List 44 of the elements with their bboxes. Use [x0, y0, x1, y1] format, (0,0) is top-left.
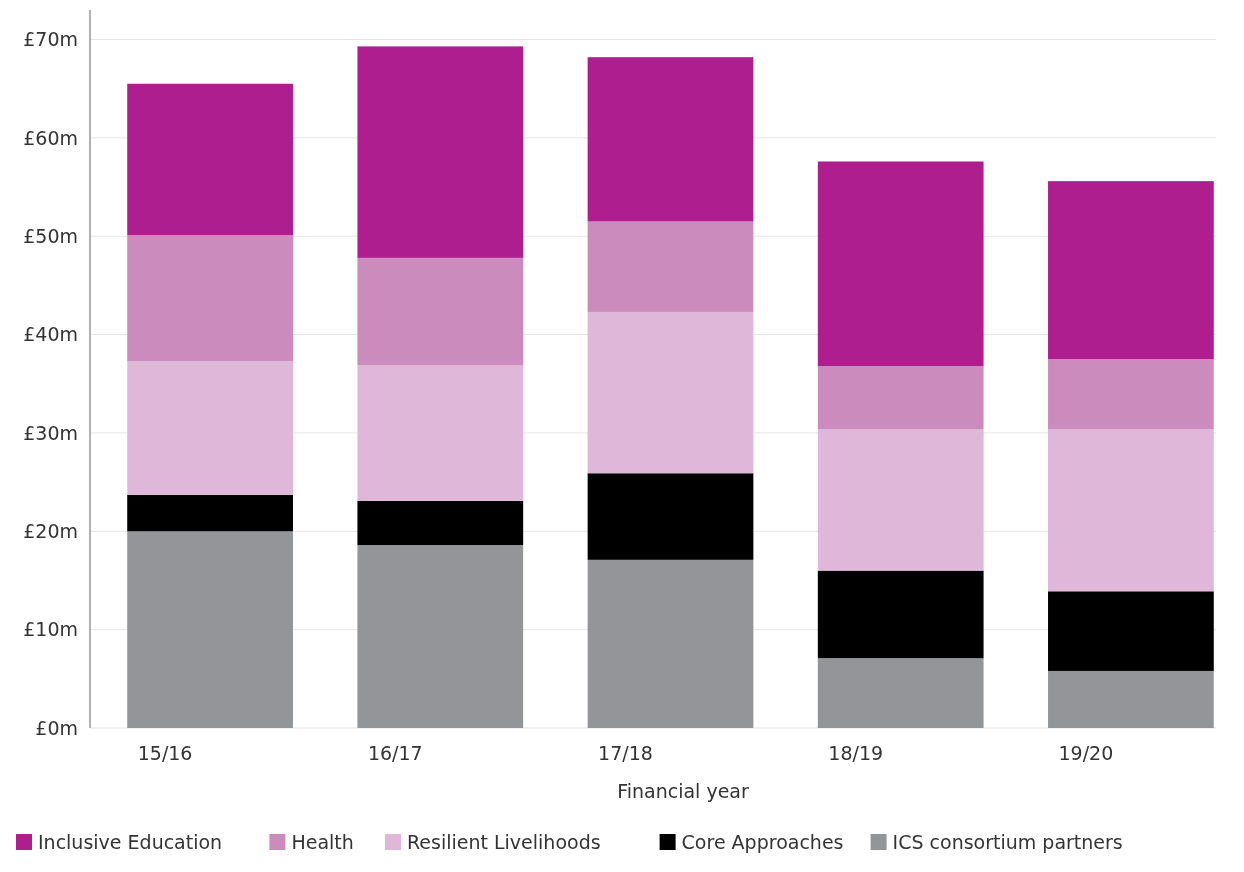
x-tick-label: 17/18 [598, 742, 653, 764]
legend-label: Core Approaches [681, 831, 844, 853]
bar [127, 494, 293, 532]
y-tick-label: £50m [23, 224, 78, 247]
bar [357, 257, 524, 366]
y-tick-label: £70m [23, 28, 78, 51]
bar [1048, 181, 1214, 360]
bar [587, 559, 754, 728]
x-tick-label: 15/16 [137, 742, 193, 764]
bar [817, 429, 984, 571]
legend-label: Inclusive Education [38, 831, 223, 853]
legend-label: Health [291, 831, 354, 853]
bar [357, 365, 524, 501]
x-tick-label: 18/19 [828, 742, 884, 764]
bar [587, 57, 754, 222]
y-tick-label: £20m [23, 519, 78, 542]
x-tick-label: 19/20 [1058, 742, 1114, 764]
y-tick-label: £30m [23, 421, 78, 444]
bar [127, 361, 293, 495]
bar [817, 161, 984, 367]
bar [587, 221, 754, 312]
bar [587, 473, 754, 560]
bar [587, 311, 754, 474]
bar [1048, 670, 1214, 728]
bar [1048, 429, 1214, 592]
bar [357, 500, 524, 546]
bar [357, 46, 524, 258]
bar [817, 570, 984, 659]
bar [817, 366, 984, 429]
y-tick-label: £0m [35, 716, 78, 739]
y-tick-label: £10m [23, 618, 78, 641]
bar [127, 531, 293, 728]
bar [1048, 359, 1214, 429]
bar [1048, 591, 1214, 671]
x-axis-title: Financial year [617, 780, 749, 802]
y-tick-label: £60m [23, 126, 78, 149]
bar [127, 235, 293, 362]
y-tick-label: £40m [23, 323, 78, 346]
x-tick-label: 16/17 [367, 742, 423, 764]
bar [817, 658, 984, 728]
bar [127, 83, 293, 236]
legend-label: ICS consortium partners [892, 831, 1123, 853]
bar [357, 545, 524, 728]
legend-label: Resilient Livelihoods [407, 831, 601, 853]
